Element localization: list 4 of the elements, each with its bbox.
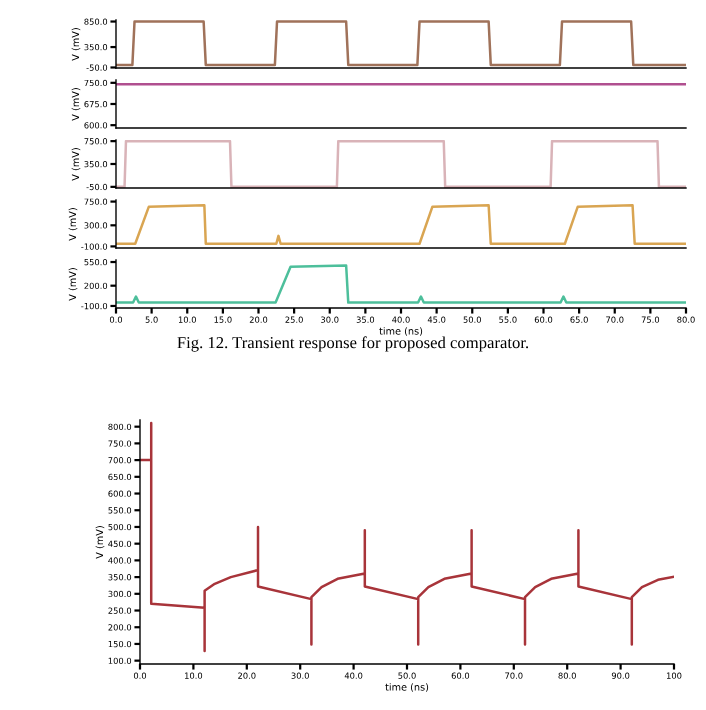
line-series xyxy=(140,421,674,653)
caption: Fig. 12. Transient response for proposed comparator. xyxy=(177,336,529,352)
line-series xyxy=(116,204,686,246)
line-series xyxy=(116,264,686,304)
